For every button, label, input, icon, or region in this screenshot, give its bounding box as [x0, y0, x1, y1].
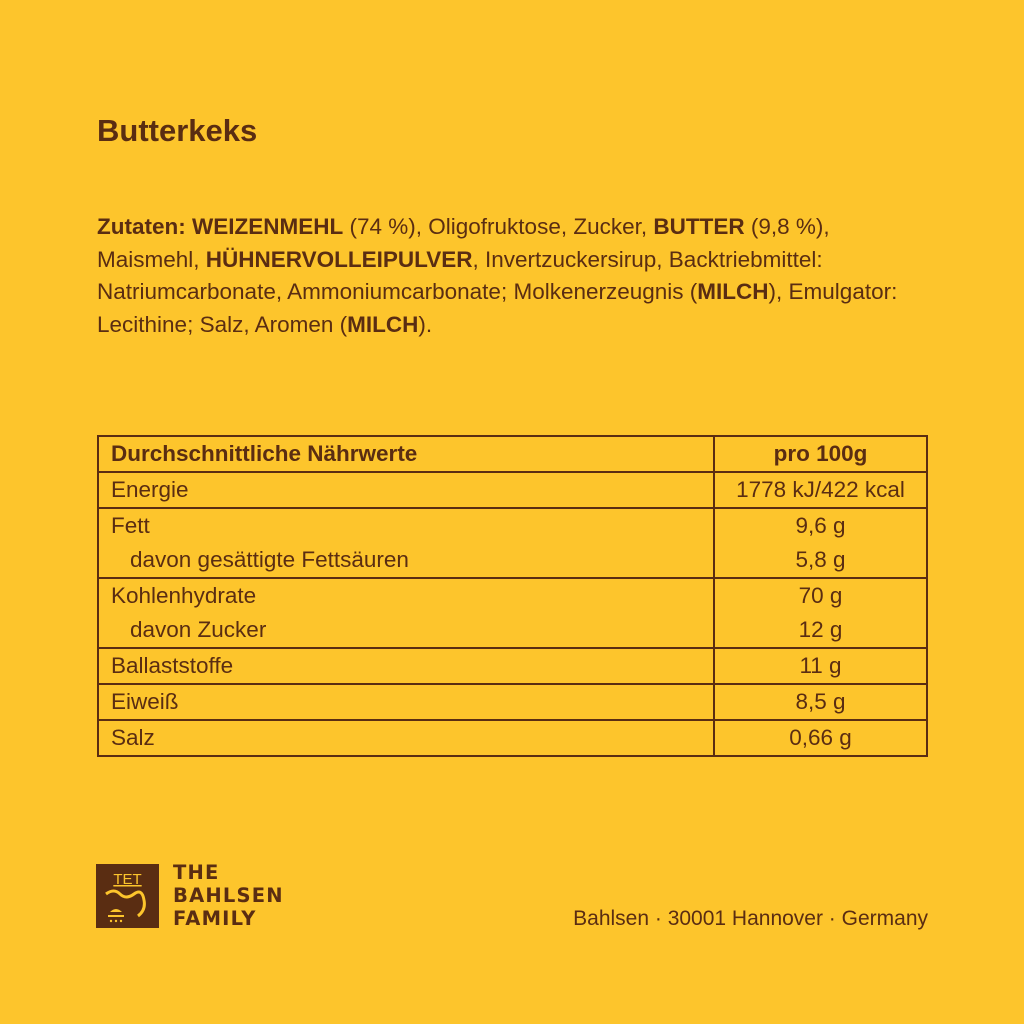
allergen: WEIZENMEHL — [192, 214, 344, 239]
row-value: 12 g — [713, 613, 928, 649]
row-label: Ballaststoffe — [97, 647, 715, 685]
row-label: Eiweiß — [97, 683, 715, 721]
table-row: Energie 1778 kJ/422 kcal — [97, 471, 928, 509]
brand-line: THE — [173, 861, 220, 884]
table-row: davon Zucker 12 g — [97, 613, 928, 649]
ingredient-text: , Invertzuckersirup, Backtriebmittel: Na… — [97, 246, 823, 305]
ingredients-label: Zutaten: — [97, 214, 192, 239]
table-row: Ballaststoffe 11 g — [97, 647, 928, 685]
row-label: Fett — [97, 507, 715, 543]
row-label: Salz — [97, 719, 715, 757]
bahlsen-logo-icon: TET — [96, 864, 159, 928]
ingredient-text: (9,8 %), Maismehl, — [97, 214, 830, 272]
brand-line: FAMILY — [173, 907, 257, 930]
address: Bahlsen · 30001 Hannover · Germany — [573, 907, 928, 930]
row-label: davon Zucker — [97, 613, 715, 649]
header-value: pro 100g — [713, 435, 928, 473]
ingredient-text: (74 %), Oligofruktose, Zucker, — [343, 214, 654, 239]
allergen: MILCH — [697, 279, 769, 304]
ingredient-text: ). — [418, 311, 433, 337]
ingredients-text: Zutaten: WEIZENMEHL (74 %), Oligofruktos… — [97, 211, 917, 341]
brand-line: BAHLSEN — [173, 884, 284, 907]
table-row: davon gesättigte Fettsäuren 5,8 g — [97, 543, 928, 579]
table-row: Salz 0,66 g — [97, 719, 928, 757]
row-value: 70 g — [713, 577, 928, 613]
nutrition-table: Durchschnittliche Nährwerte pro 100g Ene… — [97, 435, 928, 757]
row-value: 11 g — [713, 647, 928, 685]
allergen: MILCH — [347, 311, 419, 337]
brand-wordmark: THE BAHLSEN FAMILY — [173, 861, 284, 930]
table-row: Fett 9,6 g — [97, 507, 928, 543]
header-label: Durchschnittliche Nährwerte — [97, 435, 715, 473]
row-label: Energie — [97, 471, 715, 509]
product-title: Butterkeks — [97, 113, 258, 148]
ingredient-text: ), Emulgator: Lecithine; Salz, Aromen ( — [97, 279, 898, 337]
row-label: davon gesättigte Fettsäuren — [97, 543, 715, 579]
table-row: Kohlenhydrate 70 g — [97, 577, 928, 613]
allergen: HÜHNERVOLLEIPULVER — [205, 246, 473, 272]
row-value: 1778 kJ/422 kcal — [713, 471, 928, 509]
row-value: 9,6 g — [713, 507, 928, 543]
svg-text:TET: TET — [113, 871, 141, 888]
row-value: 5,8 g — [713, 543, 928, 579]
row-value: 8,5 g — [713, 683, 928, 721]
table-row: Eiweiß 8,5 g — [97, 683, 928, 721]
allergen: BUTTER — [653, 214, 745, 239]
row-value: 0,66 g — [713, 719, 928, 757]
row-label: Kohlenhydrate — [97, 577, 715, 613]
table-header: Durchschnittliche Nährwerte pro 100g — [97, 435, 928, 473]
